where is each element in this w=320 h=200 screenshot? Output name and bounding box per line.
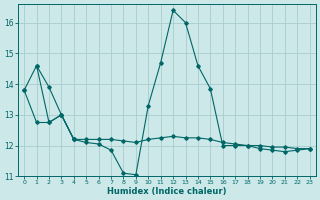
X-axis label: Humidex (Indice chaleur): Humidex (Indice chaleur)	[107, 187, 227, 196]
